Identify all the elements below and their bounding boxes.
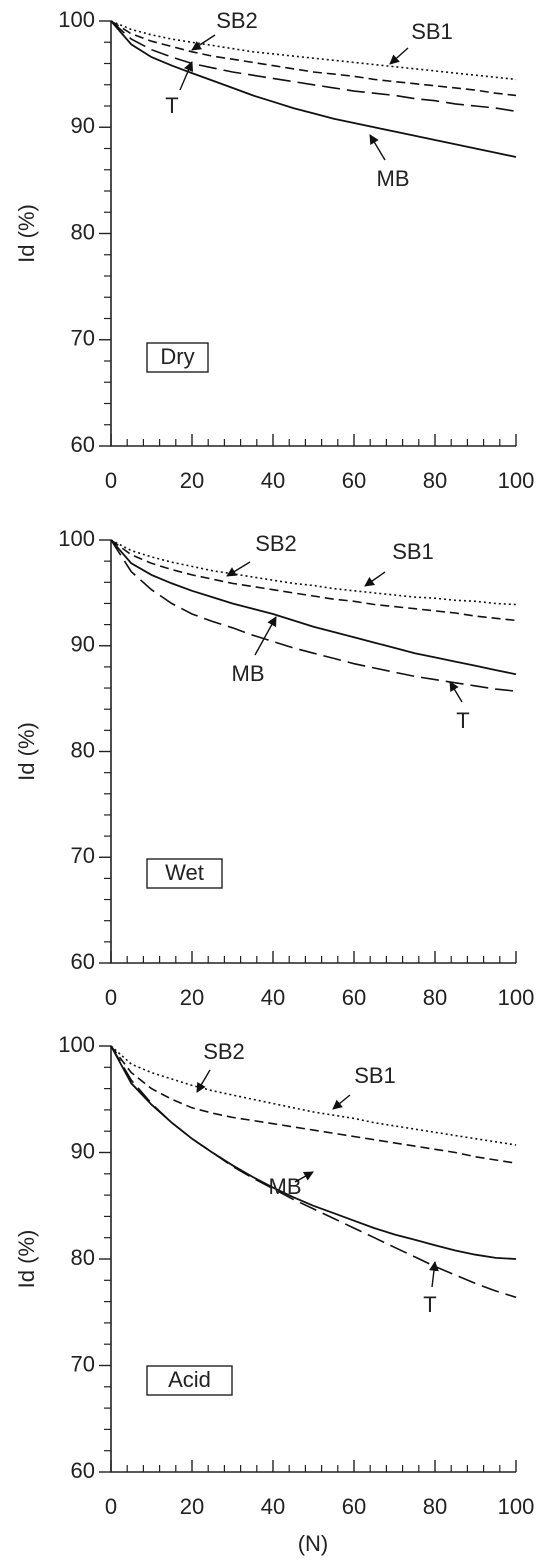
series-line: [111, 540, 516, 605]
label-arrow: [390, 48, 408, 64]
x-axis-label: (N): [298, 1531, 329, 1556]
x-tick-label: 20: [180, 468, 204, 493]
chart: 60 70 80 90 100 0 20 40 60 80 100 Id (%) Dry SB1 SB2 T M…: [0, 0, 542, 1566]
y-tick-label: 100: [58, 1032, 95, 1057]
label-arrow: [432, 1262, 435, 1287]
y-tick-label: 60: [71, 1458, 95, 1483]
series-label: T: [456, 708, 469, 733]
y-tick-label: 90: [71, 1138, 95, 1163]
label-arrow: [192, 35, 215, 50]
x-tick-label: 60: [342, 468, 366, 493]
x-tick-label: 80: [423, 468, 447, 493]
series-label: SB2: [203, 1039, 245, 1064]
series-label: T: [423, 1292, 436, 1317]
series-label: SB2: [255, 531, 297, 556]
label-arrow: [180, 62, 192, 90]
panel-label: Dry: [160, 344, 194, 369]
x-tick-label: 0: [105, 985, 117, 1010]
x-tick-label: 40: [261, 1494, 285, 1519]
series-label: SB1: [411, 19, 453, 44]
series-label: MB: [377, 166, 410, 191]
panel-label: Acid: [168, 1367, 211, 1392]
x-tick-label: 80: [423, 1494, 447, 1519]
y-axis-label: Id (%): [14, 722, 39, 781]
x-tick-label: 0: [105, 468, 117, 493]
x-tick-label: 80: [423, 985, 447, 1010]
x-tick-label: 100: [498, 1494, 535, 1519]
y-tick-label: 80: [71, 219, 95, 244]
y-tick-label: 80: [71, 1245, 95, 1270]
series-label: MB: [269, 1174, 302, 1199]
y-axis-label: Id (%): [14, 1230, 39, 1289]
series-line: [111, 21, 516, 157]
series-line: [111, 540, 516, 620]
x-tick-label: 40: [261, 985, 285, 1010]
panel: 60 70 80 90 100 0 20 40 60 80 100 Id (%) Wet SB1 SB2 T M…: [14, 526, 535, 1010]
x-tick-label: 100: [498, 468, 535, 493]
series-label: SB1: [354, 1063, 396, 1088]
label-arrow: [333, 1095, 350, 1109]
series-label: SB2: [216, 8, 258, 33]
label-arrow: [370, 135, 385, 160]
x-tick-label: 20: [180, 1494, 204, 1519]
series-line: [111, 1046, 516, 1163]
panel: 60 70 80 90 100 0 20 40 60 80 100 Id (%) Dry SB1 SB2 T M…: [14, 7, 535, 493]
series-line: [111, 21, 516, 79]
axis-line: [111, 1046, 516, 1472]
x-tick-label: 0: [105, 1494, 117, 1519]
label-arrow: [197, 1070, 210, 1092]
y-axis-label: Id (%): [14, 204, 39, 263]
y-tick-label: 70: [71, 326, 95, 351]
y-tick-label: 60: [71, 949, 95, 974]
y-tick-label: 80: [71, 737, 95, 762]
y-tick-label: 70: [71, 843, 95, 868]
x-tick-label: 60: [342, 985, 366, 1010]
x-tick-label: 20: [180, 985, 204, 1010]
y-tick-label: 90: [71, 632, 95, 657]
panel-label: Wet: [165, 860, 204, 885]
label-arrow: [365, 572, 385, 586]
y-tick-label: 100: [58, 7, 95, 32]
series-label: MB: [232, 661, 265, 686]
y-tick-label: 60: [71, 432, 95, 457]
x-tick-label: 60: [342, 1494, 366, 1519]
label-arrow: [450, 682, 462, 702]
series-line: [111, 540, 516, 674]
label-arrow: [227, 562, 250, 576]
y-tick-label: 100: [58, 526, 95, 551]
series-label: T: [165, 93, 178, 118]
panel: 60 70 80 90 100 0 20 40 60 80 100 Id (%) (N) Acid SB1 S…: [14, 1032, 535, 1556]
y-tick-label: 90: [71, 113, 95, 138]
y-tick-label: 70: [71, 1351, 95, 1376]
x-tick-label: 100: [498, 985, 535, 1010]
label-arrow: [255, 617, 276, 655]
series-line: [111, 1046, 516, 1297]
x-tick-label: 40: [261, 468, 285, 493]
series-label: SB1: [392, 539, 434, 564]
